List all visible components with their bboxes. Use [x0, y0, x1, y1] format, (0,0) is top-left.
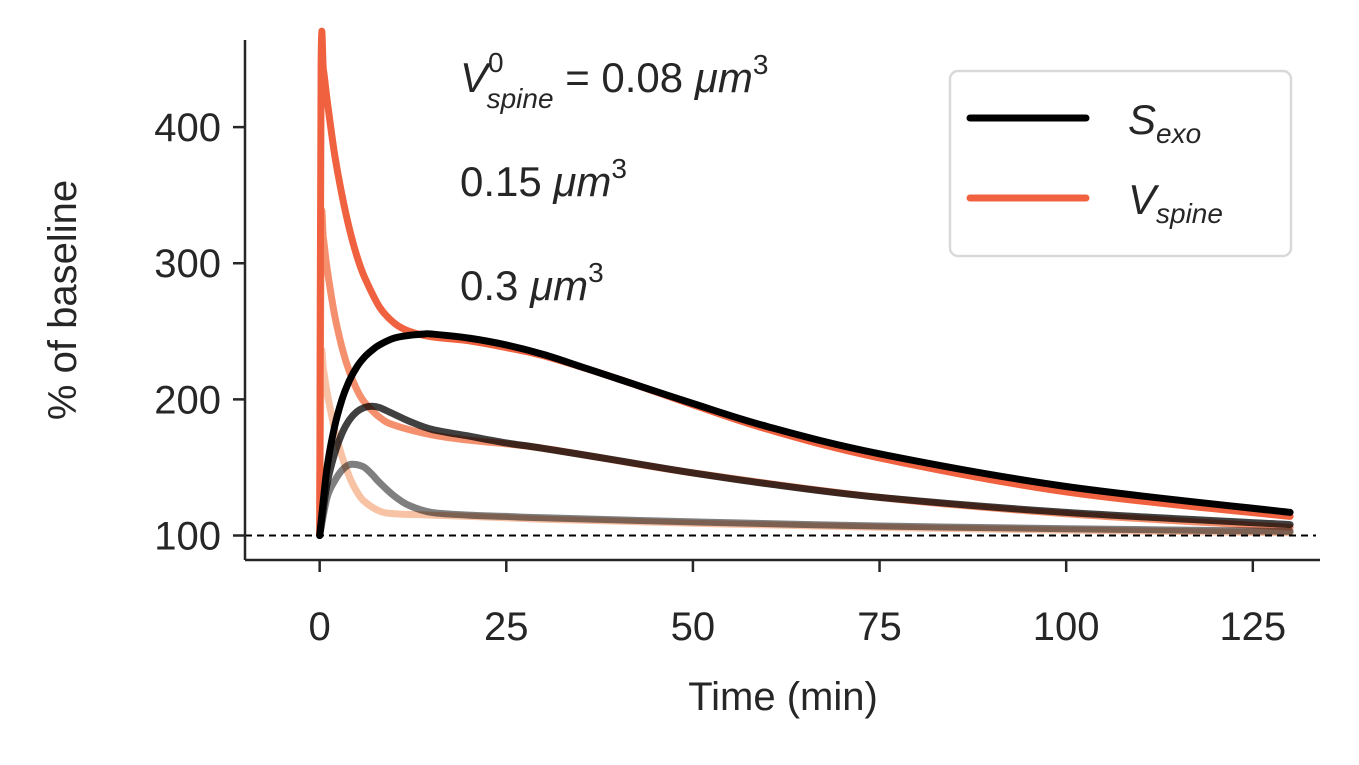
annotation-0-15: 0.15 μm3: [460, 153, 627, 205]
x-axis-title: Time (min): [688, 675, 878, 719]
x-tick-label: 125: [1219, 605, 1286, 649]
x-tick-label: 0: [309, 605, 331, 649]
x-tick-label: 25: [484, 605, 529, 649]
y-tick-label: 300: [154, 242, 221, 286]
y-tick-label: 400: [154, 106, 221, 150]
x-tick-label: 100: [1033, 605, 1100, 649]
x-tick-label: 75: [857, 605, 902, 649]
legend-label-s-exo: Sexo: [1128, 96, 1201, 149]
legend: Sexo Vspine: [948, 69, 1293, 258]
legend-label-v-spine: Vspine: [1128, 176, 1223, 229]
series-line-s-exo-0-08: [316, 330, 1294, 539]
y-ticks: 100 200 300 400: [154, 106, 245, 558]
annotation-0-3: 0.3 μm3: [460, 257, 604, 309]
y-axis-title: % of baseline: [41, 180, 85, 420]
series-layer: [316, 27, 1294, 539]
y-tick-label: 200: [154, 378, 221, 422]
y-tick-label: 100: [154, 514, 221, 558]
legend-frame: [948, 69, 1293, 258]
annotation-v-spine-0-08: V0 spine = 0.08 μm3: [460, 47, 768, 114]
x-tick-label: 50: [671, 605, 716, 649]
series-line-s-exo-0-3: [316, 460, 1294, 539]
series-line-s-exo-0-15: [316, 402, 1294, 539]
x-ticks: 0 25 50 75 100 125: [309, 560, 1286, 649]
